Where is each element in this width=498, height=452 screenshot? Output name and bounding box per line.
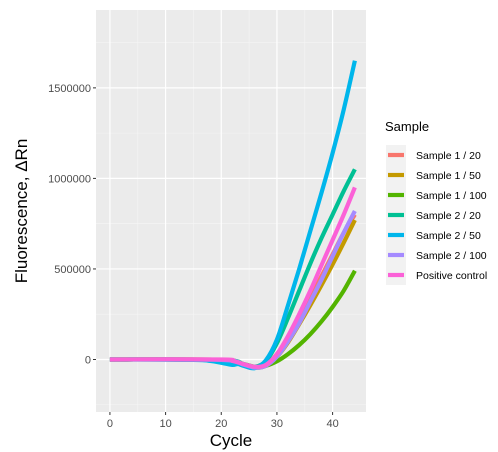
y-tick-label: 1000000 [48,173,91,185]
plot-panel [96,10,366,412]
x-tick-label: 30 [271,418,283,430]
x-tick-label: 40 [326,418,338,430]
x-tick-label: 10 [159,418,171,430]
legend-label: Sample 1 / 100 [416,190,487,202]
legend: Sample Sample 1 / 20 Sample 1 / 50 Sample … [385,119,487,285]
x-axis-label: Cycle [210,431,253,450]
y-axis-label: Fluorescence, ΔRn [12,139,31,284]
legend-label: Sample 2 / 100 [416,250,487,262]
y-tick-label: 1500000 [48,83,91,95]
x-tick-label: 0 [107,418,113,430]
legend-label: Sample 2 / 20 [416,210,481,222]
legend-label: Sample 2 / 50 [416,230,481,242]
legend-label: Positive control [416,270,487,282]
y-tick-label: 0 [85,354,91,366]
y-tick-label: 500000 [54,264,91,276]
x-tick-label: 20 [215,418,227,430]
legend-label: Sample 1 / 50 [416,170,481,182]
legend-title: Sample [385,119,429,134]
legend-label: Sample 1 / 20 [416,150,481,162]
